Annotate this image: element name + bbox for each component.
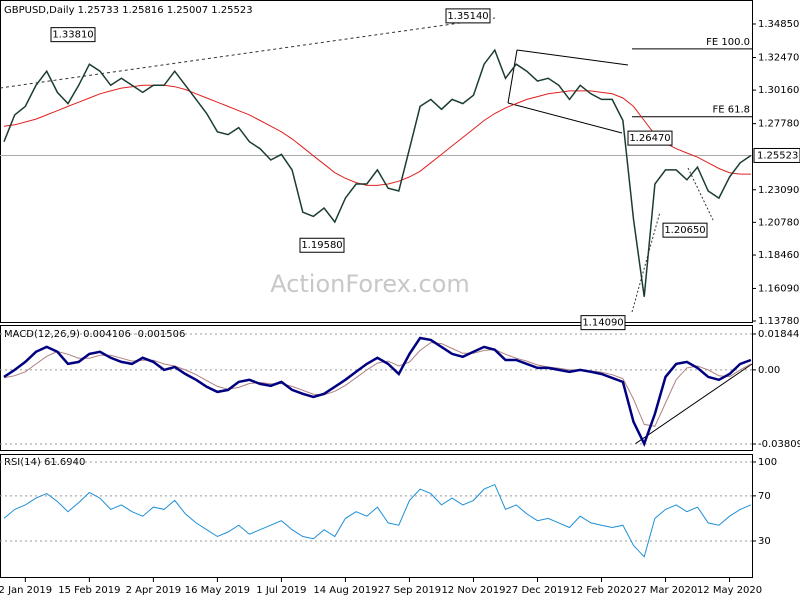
y-tick-label: 1.23090	[758, 185, 799, 196]
fib-label: FE 61.8	[712, 105, 750, 116]
y-tick-label: 1.13780	[758, 316, 799, 327]
x-tick-label: 2 Apr 2019	[126, 585, 181, 596]
x-tick-label: 27 Dec 2019	[506, 585, 570, 596]
annotation-box	[50, 27, 96, 43]
series-line	[3, 84, 751, 186]
y-tick-label: -0.038095	[758, 439, 800, 450]
y-tick-label: 1.30160	[758, 85, 799, 96]
annotation-box	[445, 8, 491, 24]
annotation-box	[580, 315, 626, 331]
watermark: ActionForex.com	[270, 270, 470, 298]
annotation-label: 1.33810	[52, 30, 93, 41]
annotation-box	[299, 237, 345, 253]
last-price-label: 1.25523	[757, 150, 798, 161]
x-tick-label: 1 Jul 2019	[256, 585, 306, 596]
trend-line	[631, 211, 661, 313]
x-tick-label: 2 Jan 2019	[0, 585, 52, 596]
channel-line	[516, 49, 629, 66]
x-tick-label: 27 Mar 2020	[634, 585, 697, 596]
last-price-box	[753, 147, 800, 163]
y-tick-label: 1.32470	[758, 53, 799, 64]
y-tick-label: 30	[758, 536, 771, 547]
x-tick-label: 16 May 2019	[185, 585, 250, 596]
x-tick-label: 27 Sep 2019	[378, 585, 441, 596]
series-line	[3, 342, 752, 427]
annotation-label: 1.26470	[629, 133, 670, 144]
channel-line	[507, 102, 623, 134]
y-tick-label: 100	[758, 457, 777, 468]
annotation-label: 1.19580	[301, 240, 342, 251]
y-tick-label: 1.34850	[758, 19, 799, 30]
macd-title: MACD(12,26,9) 0.004106 -0.001506	[4, 329, 185, 340]
y-tick-label: 0.00	[758, 365, 780, 376]
channel-line	[507, 49, 518, 104]
y-tick-label: 1.27780	[758, 119, 799, 130]
trend-line	[0, 17, 496, 89]
x-tick-label: 14 Aug 2019	[313, 585, 377, 596]
annotation-label: 1.20650	[664, 225, 705, 236]
y-tick-label: 70	[758, 491, 771, 502]
series-line	[3, 336, 752, 448]
annotation-box	[627, 130, 673, 146]
macd-trend-line	[634, 363, 753, 445]
annotation-label: 1.14090	[582, 318, 623, 329]
x-tick-label: 15 Feb 2019	[58, 585, 120, 596]
x-tick-label: 12 Nov 2019	[441, 585, 505, 596]
x-tick-label: 12 Feb 2020	[570, 585, 632, 596]
price-title: GBPUSD,Daily 1.25733 1.25816 1.25007 1.2…	[4, 5, 253, 16]
price-panel	[0, 0, 753, 323]
x-tick-label: 12 May 2020	[697, 585, 762, 596]
trend-line	[687, 167, 714, 221]
y-tick-label: 0.018442	[758, 329, 800, 340]
series-line	[3, 48, 752, 297]
y-tick-label: 1.20780	[758, 217, 799, 228]
y-tick-label: 1.18460	[758, 250, 799, 261]
annotation-label: 1.35140	[447, 11, 488, 22]
y-tick-label: 1.16090	[758, 283, 799, 294]
annotation-box	[662, 222, 708, 238]
rsi-panel	[0, 454, 753, 578]
macd-panel	[0, 325, 753, 451]
fib-label: FE 100.0	[706, 37, 750, 48]
rsi-title: RSI(14) 61.6940	[4, 457, 85, 468]
series-line	[3, 483, 752, 558]
